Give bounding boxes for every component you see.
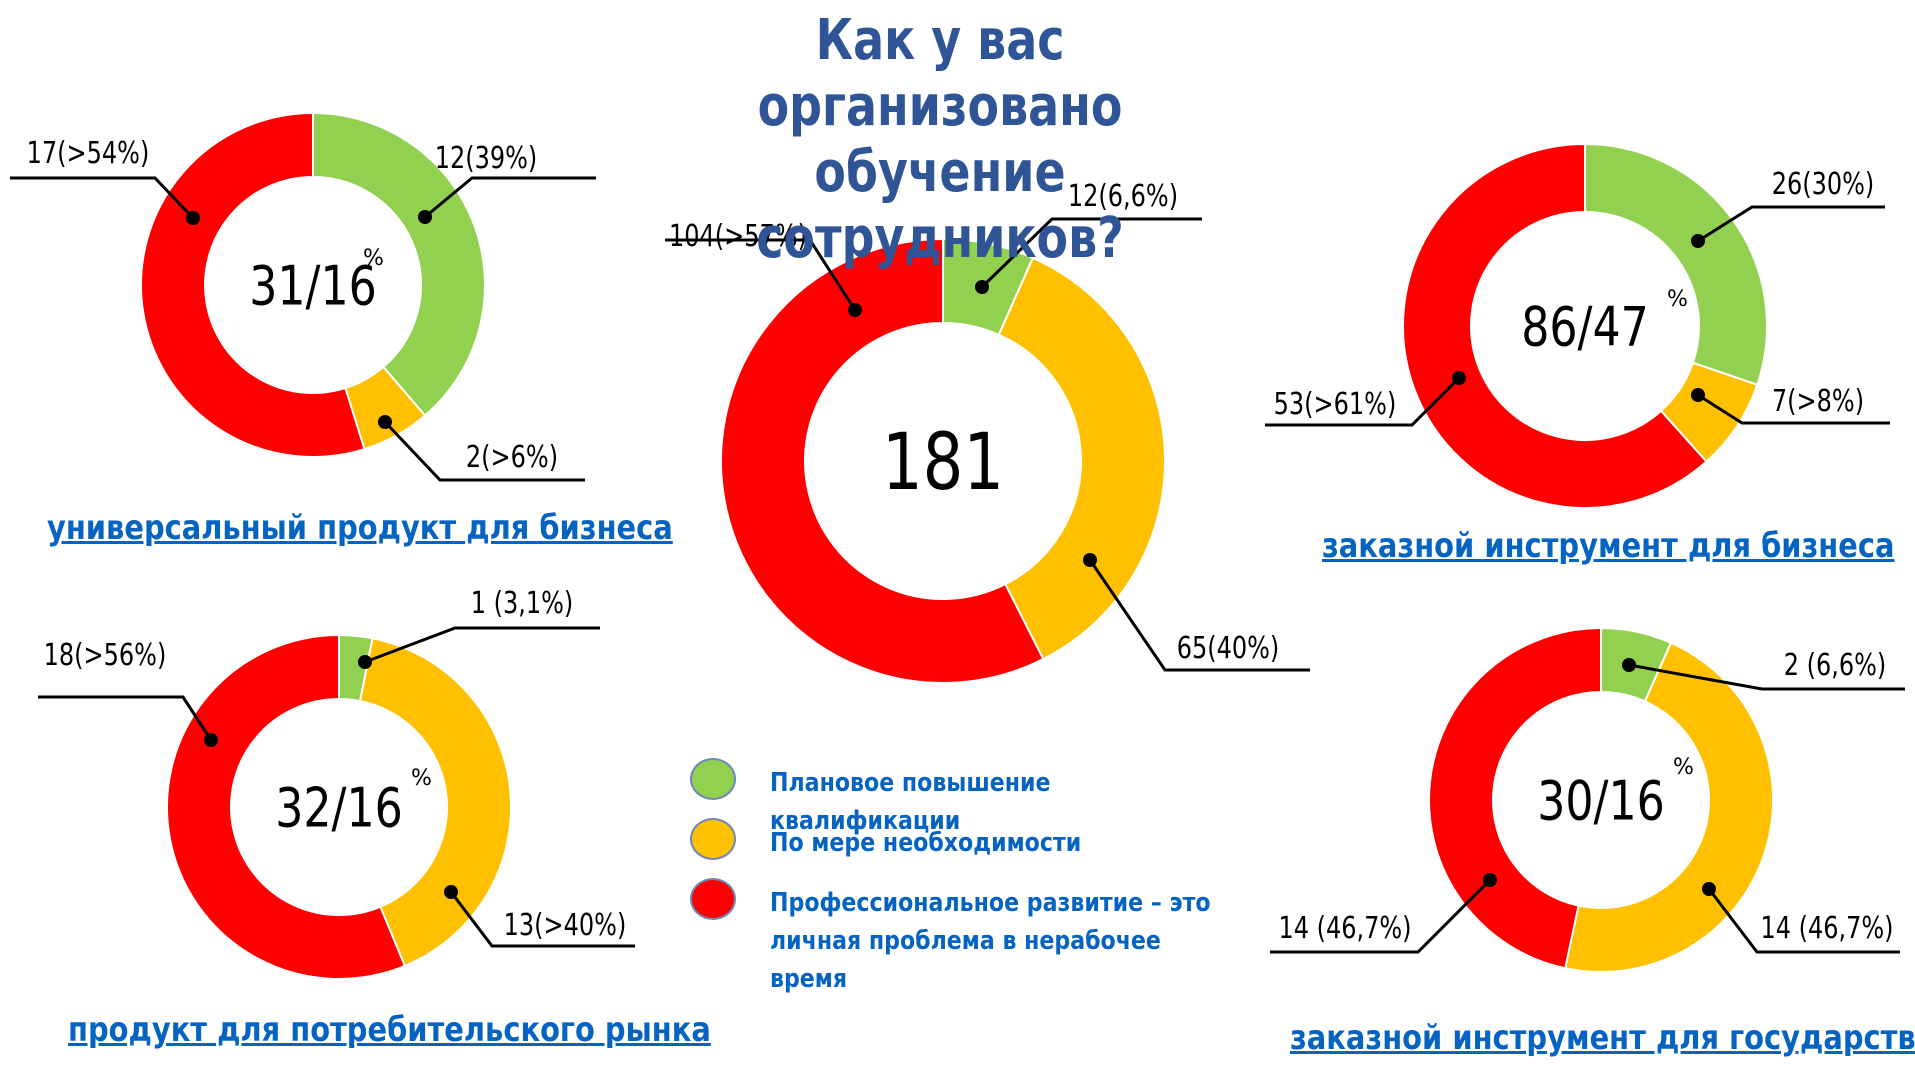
legend-item-personal-problem: Профессиональное развитие – это личная п… [690, 878, 1250, 994]
leader-dot [186, 211, 200, 225]
center-percent-suffix: % [1673, 755, 1694, 780]
legend-label: По мере необходимости [770, 828, 1082, 858]
donut-slice-red [1402, 142, 1708, 509]
slice-label: 12(6,6%) [1068, 179, 1178, 213]
leader-line [383, 420, 585, 482]
leader-dot [1691, 388, 1705, 402]
leader-line [1707, 888, 1900, 954]
leader-line [449, 891, 635, 948]
donut-slice-red [140, 111, 366, 458]
slice-label: 13(>40%) [504, 908, 627, 942]
leader-line [1628, 663, 1905, 691]
slice-label: 1 (3,1%) [471, 586, 574, 620]
leader-dot [1622, 658, 1636, 672]
slice-label: 53(>61%) [1274, 387, 1397, 421]
center-total-label: 32/16 [275, 776, 403, 839]
center-total-label: 181 [882, 417, 1004, 508]
leader-line [1270, 878, 1492, 954]
center-total-label: 30/16 [1537, 769, 1665, 832]
page-title: Как у вас организовано обучение сотрудни… [756, 8, 1124, 271]
slice-label: 14 (46,7%) [1760, 911, 1893, 945]
leader-dot [204, 733, 218, 747]
leader-line [364, 626, 600, 664]
leader-dot [1702, 882, 1716, 896]
legend-swatch-yellow [690, 818, 736, 860]
center-percent-suffix: % [411, 766, 432, 791]
legend-swatch-green [690, 758, 736, 800]
legend-swatch-red [690, 878, 736, 920]
leader-line [10, 176, 195, 220]
legend-item-planned: Плановое повышение квалификации [690, 758, 1250, 836]
legend-label: Профессиональное развитие – это личная п… [770, 888, 1211, 994]
leader-line [1697, 393, 1890, 425]
slice-label: 12(39%) [435, 141, 538, 175]
slice-label: 18(>56%) [44, 638, 167, 672]
caption-universal-product: универсальный продукт для бизнеса [47, 508, 673, 548]
center-percent-suffix: % [363, 246, 384, 271]
leader-dot [1083, 553, 1097, 567]
leader-dot [975, 280, 989, 294]
slice-label: 104(>57%) [669, 219, 807, 253]
caption-consumer-product: продукт для потребительского рынка [68, 1010, 711, 1050]
leader-dot [1691, 234, 1705, 248]
leader-line [665, 238, 857, 311]
slice-label: 14 (46,7%) [1278, 911, 1411, 945]
leader-line [38, 695, 213, 741]
leader-dot [418, 210, 432, 224]
slice-label: 26(30%) [1772, 167, 1875, 201]
slice-label: 2 (6,6%) [1784, 648, 1887, 682]
leader-dot [358, 655, 372, 669]
slice-label: 17(>54%) [27, 136, 150, 170]
leader-dot [848, 303, 862, 317]
donut-chart-4: 2 (6,6%) 14 (46,7%) 14 (46,7%) 30/16% [1270, 626, 1905, 973]
donut-slice-green [312, 111, 486, 417]
donut-slice-red [720, 237, 1045, 684]
caption-custom-tool-business: заказной инструмент для бизнеса [1322, 526, 1895, 566]
caption-custom-tool-government: заказной инструмент для государства [1290, 1018, 1915, 1058]
legend-label: Плановое повышение квалификации [770, 768, 1051, 836]
leader-line [1088, 559, 1310, 672]
leader-line [1265, 376, 1461, 427]
donut-chart-2: 26(30%) 7(>8%) 53(>61%) 86/47% [1265, 142, 1890, 509]
leader-dot [1483, 873, 1497, 887]
legend-item-as-needed: По мере необходимости [690, 818, 1250, 878]
center-total-label: 31/16 [249, 254, 377, 317]
leader-line [980, 217, 1202, 289]
donut-slice-yellow [997, 256, 1167, 661]
slice-label: 2(>6%) [466, 440, 558, 474]
leader-line [424, 176, 596, 219]
donut-chart-0: 12(39%) 2(>6%) 17(>54%) 31/16% [10, 111, 596, 482]
leader-line [1697, 205, 1885, 243]
leader-dot [1452, 371, 1466, 385]
donut-slice-yellow [1564, 641, 1774, 973]
leader-dot [378, 415, 392, 429]
leader-dot [444, 885, 458, 899]
slice-label: 7(>8%) [1772, 384, 1864, 418]
legend: Плановое повышение квалификации По мере … [690, 758, 1250, 994]
donut-slice-red [166, 633, 407, 980]
donut-chart-1: 12(6,6%) 65(40%) 104(>57%) 181 [665, 179, 1310, 684]
donut-slice-red [1428, 626, 1602, 970]
center-total-label: 86/47 [1521, 295, 1649, 358]
slice-label: 65(40%) [1177, 631, 1280, 665]
donut-slice-green [1584, 142, 1768, 387]
donut-chart-3: 1 (3,1%) 13(>40%) 18(>56%) 32/16% [38, 586, 635, 980]
center-percent-suffix: % [1667, 287, 1688, 312]
donut-slice-yellow [358, 637, 512, 968]
